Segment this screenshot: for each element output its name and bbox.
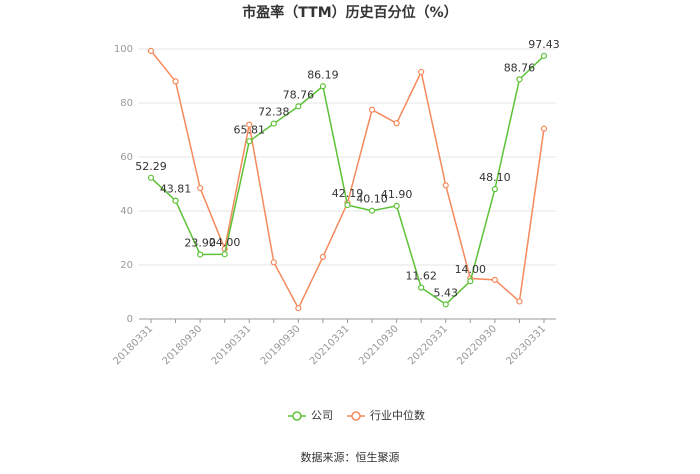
data-point (418, 284, 425, 291)
source: 数据来源：恒生聚源 (301, 450, 400, 464)
x-tick-label: 20210930 (357, 323, 401, 367)
legend-marker (351, 411, 361, 421)
data-point (270, 259, 277, 266)
data-point (442, 301, 449, 308)
data-label: 5.43 (434, 286, 459, 299)
chart-title: 市盈率（TTM）历史百分位（%） (242, 4, 457, 21)
data-label: 48.10 (479, 171, 511, 184)
data-point (516, 298, 523, 305)
data-label: 72.38 (258, 106, 290, 119)
data-label: 41.90 (381, 188, 413, 201)
x-tick-label: 20210331 (308, 323, 352, 367)
data-point (197, 251, 204, 258)
data-label: 11.62 (405, 270, 437, 283)
data-label: 52.29 (135, 160, 167, 173)
data-point (295, 103, 302, 110)
x-tick-label: 20180930 (161, 323, 205, 367)
y-tick-label: 20 (120, 260, 133, 271)
data-point (246, 121, 253, 128)
data-label: 88.76 (504, 61, 536, 74)
data-point (147, 47, 155, 54)
y-tick-label: 100 (114, 44, 133, 55)
data-point (491, 276, 498, 283)
data-point (516, 76, 523, 83)
x-tick-label: 20180331 (111, 323, 155, 367)
data-point (221, 251, 228, 258)
data-point (295, 305, 302, 312)
legend-item: 公司 (288, 409, 333, 422)
data-label: 24.00 (209, 236, 241, 249)
data-point (467, 278, 474, 285)
x-tick-label: 20220930 (455, 323, 499, 367)
data-point (270, 120, 277, 127)
data-point (319, 83, 327, 90)
data-point (344, 201, 351, 209)
data-point (393, 202, 400, 209)
x-tick-label: 20190930 (259, 323, 303, 367)
data-point (172, 78, 179, 85)
data-point (319, 253, 327, 260)
y-tick-label: 80 (120, 98, 133, 109)
data-label: 14.00 (455, 263, 487, 276)
data-point (172, 197, 179, 204)
data-point (147, 174, 155, 181)
data-label: 23.90 (184, 236, 216, 249)
legend-label: 行业中位数 (370, 408, 425, 422)
data-label: 40.10 (356, 193, 388, 206)
x-tick-label: 20230331 (504, 323, 548, 367)
data-label: 97.43 (528, 38, 560, 51)
data-point (491, 186, 498, 193)
data-point (368, 106, 376, 113)
legend-marker (292, 411, 302, 421)
y-tick-label: 40 (120, 206, 133, 217)
data-point (442, 182, 449, 189)
y-tick-label: 0 (127, 314, 133, 325)
legend-label: 公司 (311, 409, 333, 422)
data-label: 43.81 (160, 183, 192, 196)
data-point (393, 120, 400, 127)
data-point (418, 68, 425, 76)
data-label: 86.19 (307, 68, 339, 81)
data-label: 42.19 (332, 187, 364, 200)
data-point (197, 184, 204, 192)
data-label: 78.76 (283, 88, 315, 101)
x-tick-label: 20220331 (406, 323, 450, 367)
data-point (540, 125, 548, 132)
data-point (368, 207, 376, 214)
data-point (540, 52, 548, 60)
x-tick-label: 20190331 (210, 323, 254, 367)
data-point (246, 138, 253, 145)
legend-item: 行业中位数 (347, 408, 425, 422)
y-tick-label: 60 (120, 152, 133, 163)
data-label: 65.81 (234, 123, 266, 136)
